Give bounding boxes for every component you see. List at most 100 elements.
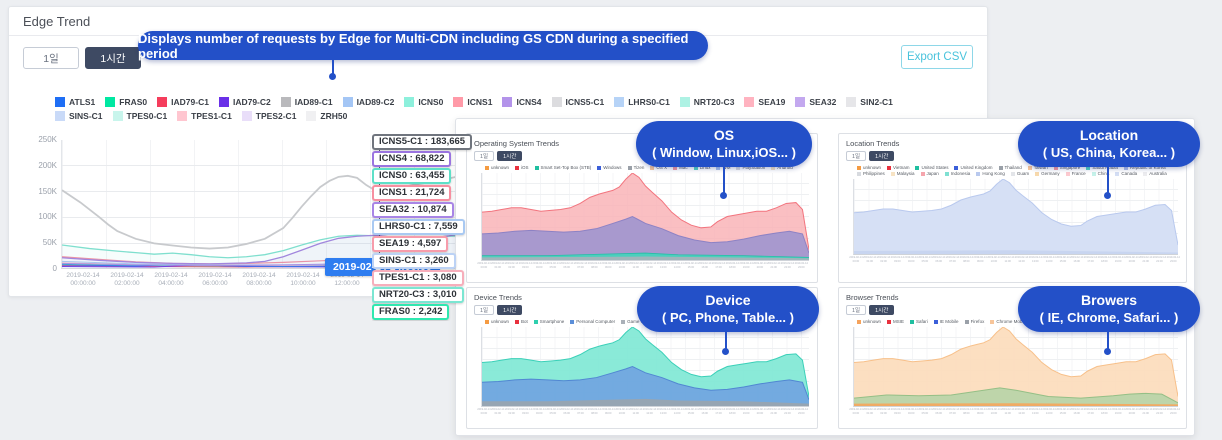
legend-item[interactable]: Singapore [1053,165,1080,170]
legend-label: unknown [863,319,882,324]
axis-tick: 2019-02-14 07:00 [573,408,588,415]
legend-item[interactable]: Personal Computer [570,319,615,324]
legend-item[interactable]: iOS [515,165,529,170]
axis-tick: 2019-02-14 19:00 [1111,256,1125,263]
legend-item[interactable]: unknown [857,319,881,324]
legend-item[interactable]: TPES2-C1 [241,111,296,121]
legend-label: SIN2-C1 [860,97,893,107]
axis-tick: 2019-02-14 08:00 [959,256,973,263]
legend-item[interactable]: IAD79-C1 [157,97,209,107]
location-chart[interactable] [853,179,1178,255]
legend-item[interactable]: PlayStation [736,165,765,170]
export-csv-button[interactable]: Export CSV [901,45,973,69]
legend-item[interactable]: IE Mobile [933,319,959,324]
legend-item[interactable]: Tizen [627,165,645,170]
legend-item[interactable]: unknown [857,165,881,170]
legend-item[interactable]: Mac [673,165,688,170]
browser-1hour-button[interactable]: 1시간 [869,305,895,315]
legend-item[interactable]: Windows [597,165,622,170]
card-title-location: Location Trends [846,139,900,148]
tooltip-item: FRAS0 : 2,242 [372,304,450,320]
legend-label: iOS [521,165,529,170]
legend-item[interactable]: FRAS0 [105,97,147,107]
tooltip-time: 2019-02-14 14:00:00 [325,258,440,276]
legend-item[interactable]: MSIE [887,319,904,324]
range-1hour-button[interactable]: 1시간 [85,47,141,69]
legend-item[interactable]: Indonesia [944,171,970,176]
legend-item[interactable]: TPES0-C1 [112,111,167,121]
legend-item[interactable]: Vietnam [887,165,909,170]
legend-item[interactable]: China [1091,171,1109,176]
annotation-connector [725,332,727,349]
legend-swatch-icon [453,97,464,107]
legend-item[interactable]: France [1065,171,1086,176]
browser-1day-button[interactable]: 1일 [846,305,867,315]
legend-item[interactable]: LHRS0-C1 [614,97,670,107]
browser-chart[interactable] [853,327,1178,407]
os-chart[interactable] [481,173,809,261]
legend-item[interactable]: Taiwan [1027,165,1048,170]
legend-item[interactable]: TPES1-C1 [177,111,232,121]
legend-item[interactable]: Firefox [964,319,984,324]
card-title-os: Operating System Trends [474,139,560,148]
legend-item[interactable]: Malaysia [890,171,915,176]
legend-swatch-icon [890,171,895,176]
legend-swatch-icon [218,97,229,107]
legend-item[interactable]: United Kingdom [954,165,993,170]
legend-item[interactable]: Japan [920,171,939,176]
legend-item[interactable]: ZRH50 [306,111,347,121]
range-1day-button[interactable]: 1일 [23,47,79,69]
os-1hour-button[interactable]: 1시간 [497,151,523,161]
legend-item[interactable]: IAD89-C2 [342,97,394,107]
legend-item[interactable]: Chrome Mobile [990,319,1027,324]
legend-item[interactable]: IAD79-C2 [218,97,271,107]
legend-item[interactable]: SINS-C1 [55,111,103,121]
legend-item[interactable]: OS X [650,165,667,170]
device-range-buttons: 1일 1시간 [467,302,817,315]
axis-tick: 2019-02-14 06:00:00 [198,272,232,288]
legend-item[interactable]: NRT20-C3 [679,97,734,107]
location-trends-card: Location Trends Export CSV 1일 1시간 unknow… [838,133,1187,283]
legend-label: Smart Set-Top Box (STB) [540,165,592,170]
legend-item[interactable]: Bot [515,319,528,324]
legend-item[interactable]: unknown [485,319,509,324]
location-1hour-button[interactable]: 1시간 [869,151,895,161]
legend-item[interactable]: Republic of Korea [1123,165,1166,170]
legend-item[interactable]: Australia [1143,171,1167,176]
legend-swatch-icon [1010,171,1015,176]
legend-item[interactable]: SEA32 [795,97,836,107]
legend-item[interactable]: Safari [910,319,928,324]
legend-item[interactable]: WM [716,165,730,170]
legend-item[interactable]: Saudi Arabia [1086,165,1118,170]
legend-item[interactable]: Smartphone [533,319,564,324]
legend-item[interactable]: Philippines [857,171,885,176]
legend-item[interactable]: Canada [1115,171,1137,176]
axis-tick: 2019-02-14 10:00 [615,408,629,415]
os-1day-button[interactable]: 1일 [474,151,495,161]
legend-item[interactable]: Germany [1035,171,1060,176]
device-chart[interactable] [481,327,809,407]
legend-item[interactable]: SEA19 [744,97,785,107]
legend-item[interactable]: Smart Set-Top Box (STB) [534,165,592,170]
location-1day-button[interactable]: 1일 [846,151,867,161]
device-1day-button[interactable]: 1일 [474,305,495,315]
legend-item[interactable]: ICNS1 [453,97,492,107]
legend-item[interactable]: ICNS4 [502,97,542,107]
legend-item[interactable]: IAD89-C1 [280,97,333,107]
axis-tick: 2019-02-14 21:00 [766,408,781,415]
legend-label: Tizen [633,165,645,170]
legend-item[interactable]: unknown [485,165,509,170]
legend-item[interactable]: Android [771,165,793,170]
legend-item[interactable]: Linux [693,165,710,170]
device-1hour-button[interactable]: 1시간 [497,305,523,315]
legend-item[interactable]: Hong Kong [976,171,1005,176]
legend-item[interactable]: ICNS0 [404,97,443,107]
legend-item[interactable]: Thailand [998,165,1022,170]
legend-item[interactable]: SIN2-C1 [846,97,893,107]
axis-tick: 2019-02-14 20:00 [1125,408,1139,415]
legend-item[interactable]: ATLS1 [55,97,95,107]
legend-item[interactable]: Guam [1010,171,1029,176]
legend-item[interactable]: ICNS5-C1 [551,97,604,107]
legend-item[interactable]: United States [915,165,948,170]
os-area-chart [482,173,809,260]
